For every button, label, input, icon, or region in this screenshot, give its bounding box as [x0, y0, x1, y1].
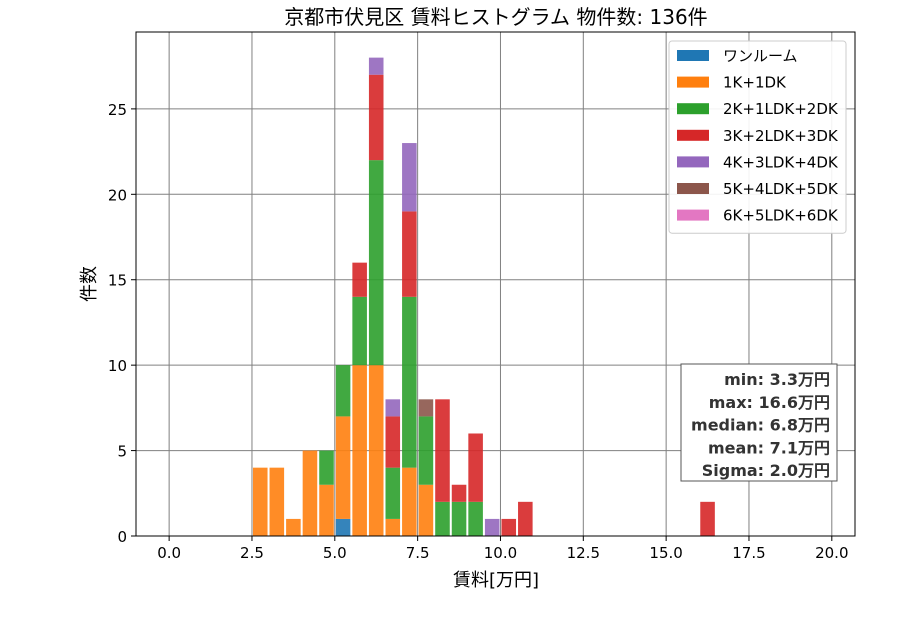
stats-line: min: 3.3万円	[724, 370, 830, 389]
stats-line: Sigma: 2.0万円	[702, 461, 830, 480]
legend-swatch	[677, 103, 709, 115]
bar-segment	[335, 416, 351, 519]
bar-segment	[252, 467, 268, 536]
y-axis-label: 件数	[79, 266, 100, 302]
x-axis-label: 賃料[万円]	[453, 570, 539, 591]
stats-line: median: 6.8万円	[691, 416, 830, 435]
legend-label: ワンルーム	[723, 47, 798, 65]
stats-line: mean: 7.1万円	[708, 438, 830, 457]
bar-segment	[484, 518, 500, 536]
x-tick-label: 12.5	[567, 544, 600, 562]
legend-label: 1K+1DK	[723, 74, 787, 92]
y-tick-label: 15	[108, 272, 127, 290]
bar-segment	[335, 518, 351, 536]
bar-segment	[402, 467, 417, 536]
bar-segment	[501, 518, 517, 536]
legend-swatch	[677, 50, 709, 61]
stats-box: min: 3.3万円 max: 16.6万円 median: 6.8万円 mean: …	[680, 363, 838, 482]
legend-label: 3K+2LDK+3DK	[723, 127, 839, 145]
x-tick-label: 5.0	[323, 544, 347, 562]
x-tick-label: 10.0	[484, 544, 517, 562]
y-tick-label: 10	[108, 357, 127, 375]
bar-segment	[385, 399, 401, 417]
axes-frame	[135, 31, 856, 537]
bar-segment	[385, 518, 401, 536]
x-tick-label: 17.5	[732, 544, 765, 562]
bar-segment	[468, 501, 483, 536]
stats-box-frame	[680, 363, 838, 482]
bar-segment	[319, 450, 334, 485]
legend-swatch	[677, 183, 709, 194]
bar-segment	[335, 365, 351, 417]
x-tick-label: 20.0	[815, 544, 848, 562]
legend-swatch	[677, 129, 709, 141]
bar-segment	[286, 518, 301, 536]
x-tick-label: 7.5	[406, 544, 430, 562]
chart-title: 京都市伏見区 賃料ヒストグラム 物件数: 136件	[284, 5, 707, 29]
bar-segment	[451, 501, 467, 536]
bar-segment	[368, 57, 384, 75]
bar-segment	[352, 296, 367, 366]
bar-segment	[385, 467, 401, 519]
legend-box	[668, 40, 847, 234]
bar-segment	[368, 365, 384, 536]
legend-label: 4K+3LDK+4DK	[723, 153, 839, 171]
x-tick-label: 2.5	[240, 544, 264, 562]
bar-segment	[352, 262, 367, 297]
bar-segment	[269, 467, 285, 536]
bar-segment	[435, 501, 450, 536]
bar-segment	[385, 416, 401, 468]
legend-swatch	[677, 156, 709, 168]
bar-segment	[451, 484, 467, 502]
bar-segment	[368, 160, 384, 366]
bar-segment	[319, 484, 334, 536]
bar-segment	[368, 74, 384, 161]
bar-segment	[402, 296, 417, 468]
legend-label: 2K+1LDK+2DK	[723, 100, 839, 118]
y-tick-label: 25	[108, 101, 127, 119]
legend: ワンルーム 1K+1DK 2K+1LDK+2DK 3K+2LDK+3DK 4K+3LDK…	[668, 40, 847, 234]
y-tick-label: 0	[117, 528, 127, 546]
bar-segment	[402, 143, 417, 212]
x-tick-label: 0.0	[157, 544, 181, 562]
legend-swatch	[677, 76, 709, 88]
bar-segment	[402, 211, 417, 297]
bar-segment	[435, 399, 450, 502]
bar-segment	[302, 450, 318, 536]
legend-label: 6K+5LDK+6DK	[723, 207, 839, 225]
stats-line: max: 16.6万円	[709, 393, 830, 412]
bar-segment	[468, 433, 483, 502]
y-tick-label: 20	[108, 186, 127, 204]
y-tick-label: 5	[117, 443, 127, 461]
bar-segment	[418, 484, 434, 536]
bar-segment	[418, 399, 434, 417]
bar-segment	[518, 501, 533, 536]
x-tick-label: 15.0	[649, 544, 682, 562]
legend-swatch	[677, 209, 709, 221]
legend-label: 5K+4LDK+5DK	[723, 180, 839, 198]
bar-segment	[418, 416, 434, 485]
bar-segment	[700, 501, 715, 536]
bar-segment	[352, 365, 367, 536]
